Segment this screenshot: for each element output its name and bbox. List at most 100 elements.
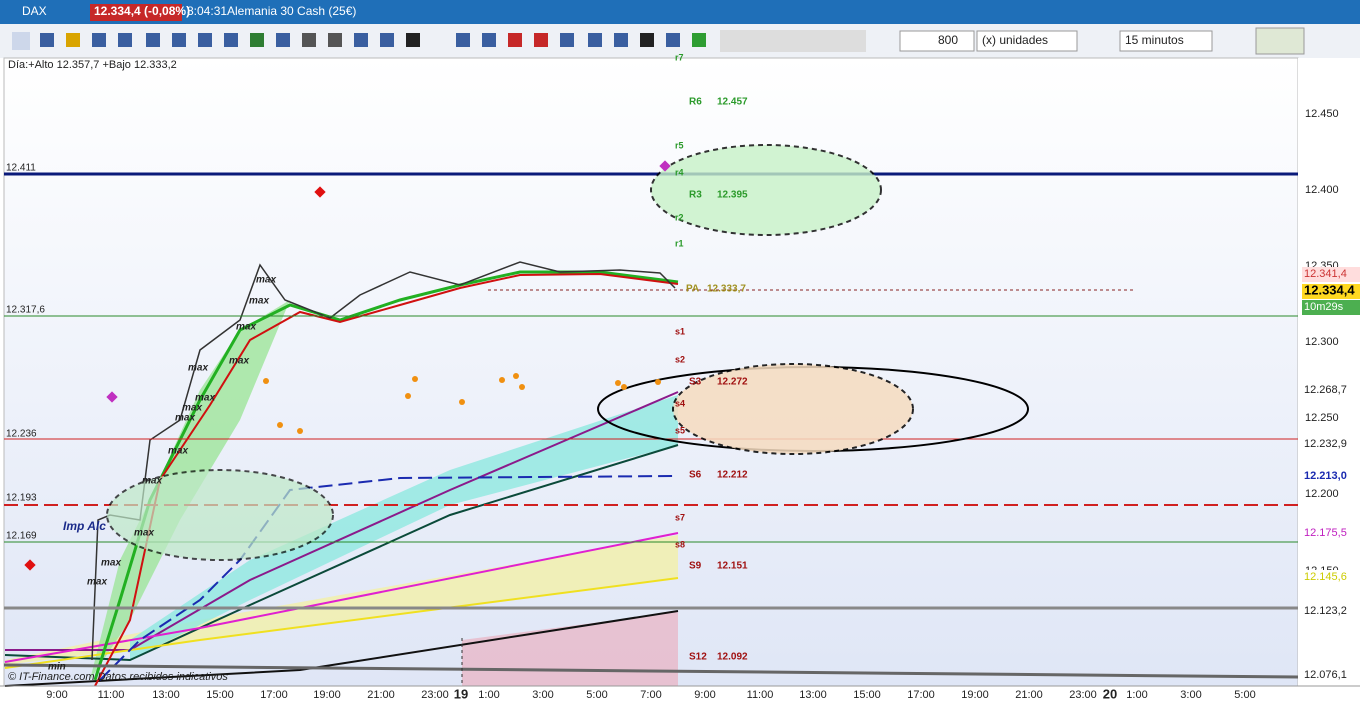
price-badge: 10m29s <box>1304 301 1344 313</box>
price-badge-bg <box>1302 526 1360 541</box>
x-tick-label: 7:00 <box>640 689 661 701</box>
pivot-value: 12.457 <box>717 97 748 108</box>
minor-level: s7 <box>675 512 685 522</box>
level-label: 12.169 <box>6 531 37 542</box>
price-badge-bg <box>1302 300 1360 315</box>
minor-level: s1 <box>675 326 685 336</box>
minor-level: s5 <box>675 425 685 435</box>
price-badge-bg <box>1302 668 1360 683</box>
pivot-name: S12 <box>689 652 707 663</box>
symbol: DAX <box>22 4 47 18</box>
x-tick-label: 11:00 <box>98 689 125 701</box>
tool-icons <box>12 27 1305 55</box>
price-badge: 12.268,7 <box>1304 384 1347 396</box>
annotation: Imp Alc <box>63 519 106 533</box>
x-tick-label: 1:00 <box>478 689 499 701</box>
x-tick-label: 15:00 <box>853 689 881 701</box>
y-tick-label: 12.300 <box>1305 336 1339 348</box>
price-badge-bg <box>1302 437 1360 452</box>
title-bar <box>0 0 1360 24</box>
x-tick-label: 5:00 <box>1234 689 1255 701</box>
price-badge: 12.213,0 <box>1304 470 1347 482</box>
quantity-input: 800 <box>938 33 958 47</box>
minor-level: r4 <box>675 167 684 177</box>
x-tick-label: 15:00 <box>206 689 234 701</box>
price-badge: 12.334,4 (-0,08%) <box>94 4 190 18</box>
pivot-value: 12.272 <box>717 377 748 388</box>
annotation: max <box>195 393 215 404</box>
y-tick-label: 12.250 <box>1305 412 1339 424</box>
price-badge-bg <box>1302 469 1360 484</box>
x-tick-label: 20 <box>1103 686 1117 701</box>
units-select: (x) unidades <box>982 33 1048 47</box>
x-tick-label: 19:00 <box>961 689 989 701</box>
x-tick-label: 9:00 <box>694 689 715 701</box>
x-tick-label: 21:00 <box>1015 689 1043 701</box>
price-badge: 12.341,4 <box>1304 268 1347 280</box>
footer: © IT-Finance.com Datos recibidos indicat… <box>8 671 228 683</box>
price-badge-bg <box>1302 267 1360 282</box>
pivot-value: 12.395 <box>717 190 748 201</box>
price-badge-bg <box>1302 604 1360 619</box>
annotation: max <box>236 322 256 333</box>
x-tick-label: 13:00 <box>799 689 827 701</box>
price-badge: 12.145,6 <box>1304 571 1347 583</box>
annotation: max <box>168 446 188 457</box>
price-badge-bg <box>1302 570 1360 585</box>
x-tick-label: 19:00 <box>313 689 341 701</box>
x-tick-label: 3:00 <box>532 689 553 701</box>
price-badge: 12.232,9 <box>1304 438 1347 450</box>
pivot-value: 12.212 <box>717 470 748 481</box>
instrument: Alemania 30 Cash (25€) <box>227 4 356 18</box>
level-label: 12.317,6 <box>6 305 45 316</box>
price-badge: 12.175,5 <box>1304 527 1347 539</box>
timeframe-select: 15 minutos <box>1125 33 1184 47</box>
price-badge-bg <box>90 4 182 21</box>
pivot-name: S9 <box>689 561 702 572</box>
level-label: 12.411 <box>6 163 36 174</box>
annotation: max <box>101 558 121 569</box>
x-tick-label: 5:00 <box>586 689 607 701</box>
y-tick-label: 12.450 <box>1305 108 1339 120</box>
annotation: max <box>249 296 269 307</box>
x-tick-label: 23:00 <box>1069 689 1097 701</box>
level-label: 12.193 <box>6 493 37 504</box>
level-label: 12.236 <box>6 429 37 440</box>
x-tick-label: 21:00 <box>367 689 395 701</box>
price-badge-bg <box>1302 383 1360 398</box>
y-tick-label: 12.200 <box>1305 488 1339 500</box>
x-tick-label: 9:00 <box>46 689 67 701</box>
minor-level: r7 <box>675 52 684 62</box>
x-tick-label: 23:00 <box>421 689 449 701</box>
annotation: max <box>182 403 202 414</box>
annotation: max <box>87 577 107 588</box>
pivot-value: 12.151 <box>717 561 748 572</box>
pivot-name: S6 <box>689 470 702 481</box>
pivot-name: R3 <box>689 190 702 201</box>
x-tick-label: 17:00 <box>260 689 288 701</box>
minor-level: s2 <box>675 354 685 364</box>
minor-level: s8 <box>675 539 685 549</box>
annotation: max <box>188 363 208 374</box>
minor-level: r1 <box>675 238 684 248</box>
pivot-value: 12.092 <box>717 652 748 663</box>
price-badge: 12.123,2 <box>1304 605 1347 617</box>
x-tick-label: 17:00 <box>907 689 935 701</box>
price-badge: 12.076,1 <box>1304 669 1347 681</box>
pivot-value: 12.333,7 <box>707 284 746 295</box>
annotation: max <box>229 356 249 367</box>
clock: 8:04:31 <box>187 4 227 18</box>
x-tick-label: 3:00 <box>1180 689 1201 701</box>
pivot-name: PA <box>686 284 699 295</box>
minor-level: s4 <box>675 398 685 408</box>
x-tick-label: 1:00 <box>1126 689 1147 701</box>
x-tick-label: 13:00 <box>152 689 180 701</box>
x-tick-label: 11:00 <box>747 689 774 701</box>
price-axis <box>1298 58 1360 686</box>
x-tick-label: 19 <box>454 686 468 701</box>
minor-level: r5 <box>675 140 684 150</box>
indicator-shapes <box>3 144 1299 687</box>
pivot-name: S3 <box>689 377 702 388</box>
minor-level: r2 <box>675 212 684 222</box>
